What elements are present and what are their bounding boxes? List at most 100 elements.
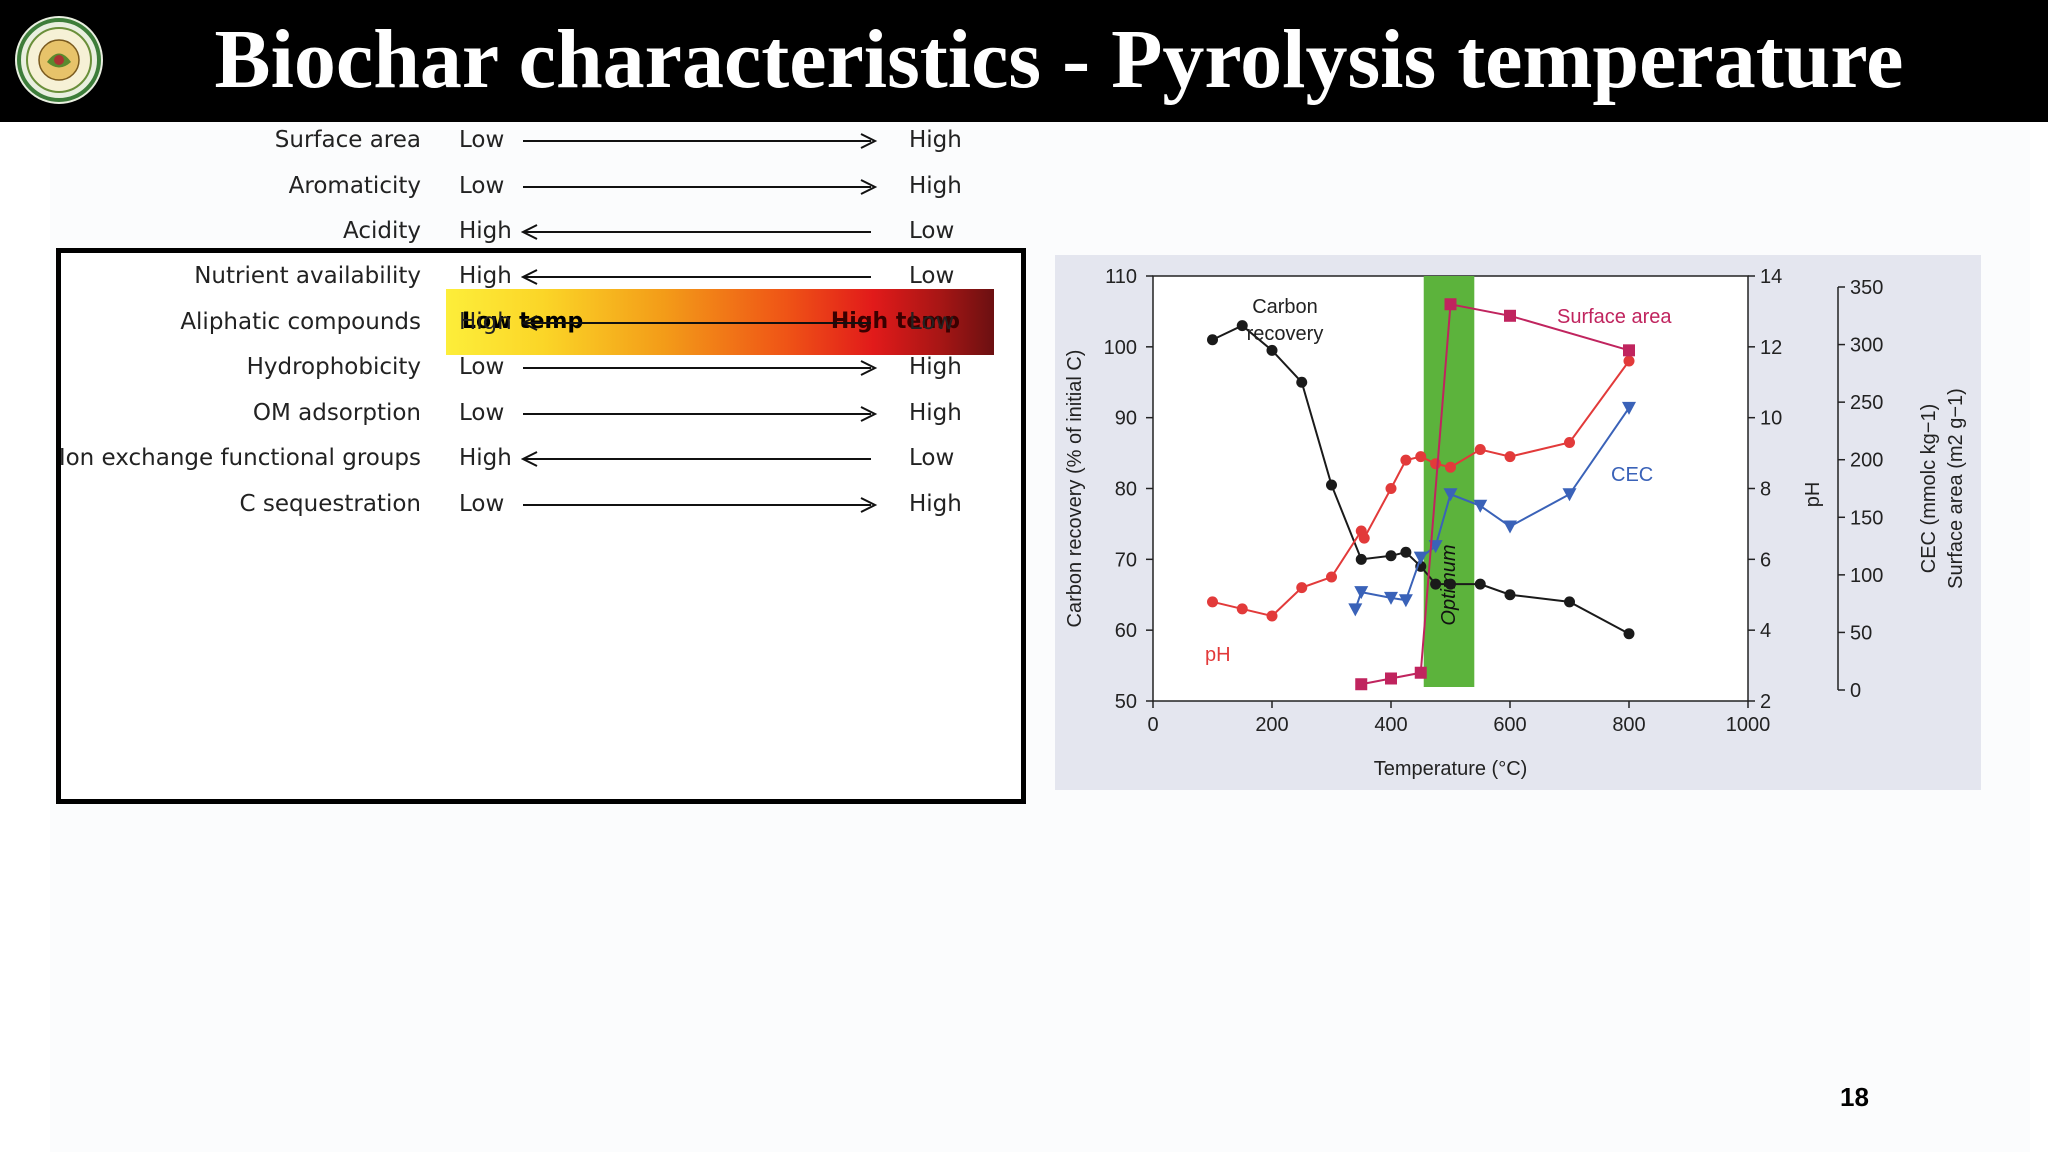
data-point bbox=[1296, 376, 1308, 388]
cec-axis-label: CEC (mmolc kg−1) bbox=[1918, 404, 1940, 573]
arrow-right-icon bbox=[523, 360, 878, 376]
property-label: C sequestration bbox=[239, 491, 421, 517]
end-value: High bbox=[909, 127, 962, 153]
cec-y-tick-label: 50 bbox=[1850, 622, 1872, 644]
property-label: Aromaticity bbox=[288, 173, 421, 199]
start-value: High bbox=[459, 263, 512, 289]
data-point bbox=[1474, 578, 1486, 590]
cec-y-tick-label: 150 bbox=[1850, 507, 1883, 529]
end-value: High bbox=[909, 173, 962, 199]
surface-area-series-label: Surface area bbox=[1557, 306, 1672, 328]
start-value: Low bbox=[459, 354, 505, 380]
data-point bbox=[1562, 488, 1577, 502]
carbon-recovery-label: Carbon bbox=[1252, 296, 1318, 318]
data-point bbox=[1296, 582, 1308, 594]
data-point bbox=[1473, 499, 1488, 513]
data-point bbox=[1444, 298, 1457, 311]
data-point bbox=[1622, 401, 1636, 415]
x-tick-label: 1000 bbox=[1726, 714, 1771, 736]
property-trend-table: Low temp High temp Surface area Low High Ar… bbox=[56, 127, 1026, 804]
end-value: High bbox=[909, 400, 962, 426]
cec-y-tick-label: 350 bbox=[1850, 277, 1883, 299]
x-tick-label: 600 bbox=[1493, 714, 1526, 736]
ph-y-tick-label: 10 bbox=[1760, 408, 1782, 430]
arrow-right-icon bbox=[523, 133, 878, 149]
table-row: Surface area Low High bbox=[61, 121, 1011, 161]
page-title: Biochar characteristics - Pyrolysis temp… bbox=[214, 13, 1904, 106]
data-point bbox=[1398, 594, 1413, 608]
ph-series-label: pH bbox=[1205, 644, 1231, 666]
end-value: Low bbox=[909, 218, 955, 244]
data-point bbox=[1354, 586, 1369, 600]
high-temp-label: High temp bbox=[830, 309, 960, 334]
data-point bbox=[1445, 578, 1456, 590]
arrow-right-icon bbox=[523, 179, 878, 195]
data-point bbox=[1474, 444, 1486, 456]
data-point bbox=[1415, 451, 1427, 463]
end-value: Low bbox=[909, 263, 955, 289]
carbon-recovery-label: recovery bbox=[1247, 323, 1324, 345]
data-point bbox=[1400, 546, 1412, 558]
arrow-left-icon bbox=[521, 451, 871, 467]
x-tick-label: 200 bbox=[1255, 714, 1288, 736]
data-point bbox=[1207, 596, 1218, 608]
title-bar: Biochar characteristics - Pyrolysis temp… bbox=[0, 0, 2048, 122]
series-line bbox=[1212, 360, 1630, 618]
chart-panel: Optimum02004006008001000Temperature (°C)… bbox=[1055, 255, 1981, 790]
start-value: High bbox=[459, 445, 512, 471]
table-row: Aliphatic compounds High Low bbox=[61, 303, 1011, 343]
left-y-tick-label: 80 bbox=[1115, 479, 1137, 501]
data-point bbox=[1400, 454, 1412, 466]
table-row: Hydrophobicity Low High bbox=[61, 348, 1011, 388]
data-point bbox=[1384, 591, 1398, 605]
table-row: Acidity High Low bbox=[61, 212, 1011, 252]
ph-y-tick-label: 2 bbox=[1760, 691, 1771, 713]
left-y-tick-label: 90 bbox=[1115, 408, 1137, 430]
data-point bbox=[1385, 483, 1397, 494]
data-point bbox=[1266, 344, 1278, 356]
property-label: Nutrient availability bbox=[194, 263, 421, 289]
data-point bbox=[1326, 479, 1337, 491]
data-point bbox=[1236, 603, 1248, 615]
ph-y-tick-label: 6 bbox=[1760, 549, 1771, 571]
start-value: Low bbox=[459, 127, 505, 153]
data-point bbox=[1623, 355, 1635, 367]
table-row: OM adsorption Low High bbox=[61, 394, 1011, 434]
data-point bbox=[1623, 628, 1635, 640]
page-number: 18 bbox=[1840, 1082, 1869, 1112]
property-label: Ion exchange functional groups bbox=[58, 445, 421, 471]
property-label: Hydrophobicity bbox=[246, 354, 421, 380]
left-y-tick-label: 70 bbox=[1115, 549, 1137, 571]
optimum-band bbox=[1423, 276, 1475, 687]
property-label: Acidity bbox=[343, 218, 421, 244]
end-value: Low bbox=[909, 309, 955, 335]
data-point bbox=[1266, 610, 1278, 622]
arrow-left-icon bbox=[521, 224, 871, 240]
data-point bbox=[1355, 553, 1367, 565]
left-y-tick-label: 50 bbox=[1115, 691, 1137, 713]
start-value: Low bbox=[459, 400, 505, 426]
arrow-right-icon bbox=[523, 497, 878, 513]
data-point bbox=[1564, 436, 1575, 448]
end-value: High bbox=[909, 491, 962, 517]
data-point bbox=[1445, 461, 1456, 473]
ph-axis-label: pH bbox=[1802, 482, 1824, 508]
data-point bbox=[1504, 451, 1516, 463]
property-label: OM adsorption bbox=[252, 400, 421, 426]
data-point bbox=[1503, 520, 1517, 534]
left-y-tick-label: 110 bbox=[1105, 266, 1137, 288]
left-y-tick-label: 60 bbox=[1115, 620, 1137, 642]
table-row: Ion exchange functional groups High Low bbox=[58, 439, 1011, 479]
data-point bbox=[1355, 678, 1368, 691]
data-point bbox=[1564, 596, 1575, 608]
arrow-left-icon bbox=[521, 269, 871, 285]
ph-y-tick-label: 12 bbox=[1760, 337, 1782, 359]
cec-y-tick-label: 200 bbox=[1850, 450, 1883, 472]
arrow-right-icon bbox=[523, 406, 878, 422]
data-point bbox=[1623, 344, 1635, 357]
data-point bbox=[1385, 672, 1397, 685]
ph-y-tick-label: 14 bbox=[1760, 266, 1782, 288]
ph-y-tick-label: 4 bbox=[1760, 620, 1771, 642]
cec-y-tick-label: 250 bbox=[1850, 392, 1883, 414]
table-row: C sequestration Low High bbox=[61, 485, 1011, 525]
